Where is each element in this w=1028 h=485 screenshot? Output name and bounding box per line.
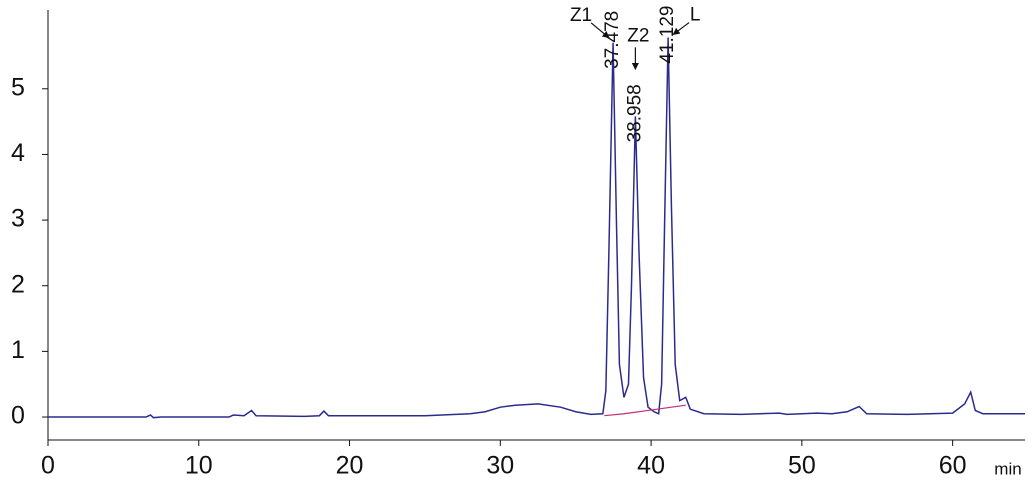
y-tick-label: 0 <box>11 402 25 430</box>
y-tick-label: 5 <box>11 73 25 101</box>
x-tick-label: 0 <box>41 452 55 480</box>
y-tick-label: 1 <box>11 336 25 364</box>
peak-time-label: 41.129 <box>657 6 678 64</box>
peak-arrow <box>590 22 610 39</box>
x-tick-label: 20 <box>336 452 364 480</box>
x-tick-label: 60 <box>939 452 967 480</box>
peak-arrow <box>672 22 690 36</box>
peak-time-label: 38.958 <box>624 84 645 142</box>
series-line <box>48 37 1025 419</box>
x-tick-label: 50 <box>788 452 816 480</box>
y-tick-label: 4 <box>11 139 25 167</box>
x-tick-label: 40 <box>637 452 665 480</box>
peak-label: L <box>690 5 701 26</box>
peak-label: Z2 <box>627 25 649 46</box>
peak-time-label: 37.478 <box>602 11 623 69</box>
y-tick-label: 2 <box>11 270 25 298</box>
x-tick-label: 30 <box>486 452 514 480</box>
y-tick-label: 3 <box>11 205 25 233</box>
x-tick-label: 10 <box>185 452 213 480</box>
x-axis-label: min <box>994 459 1021 478</box>
series-line <box>604 404 686 417</box>
peak-label: Z1 <box>570 5 592 26</box>
